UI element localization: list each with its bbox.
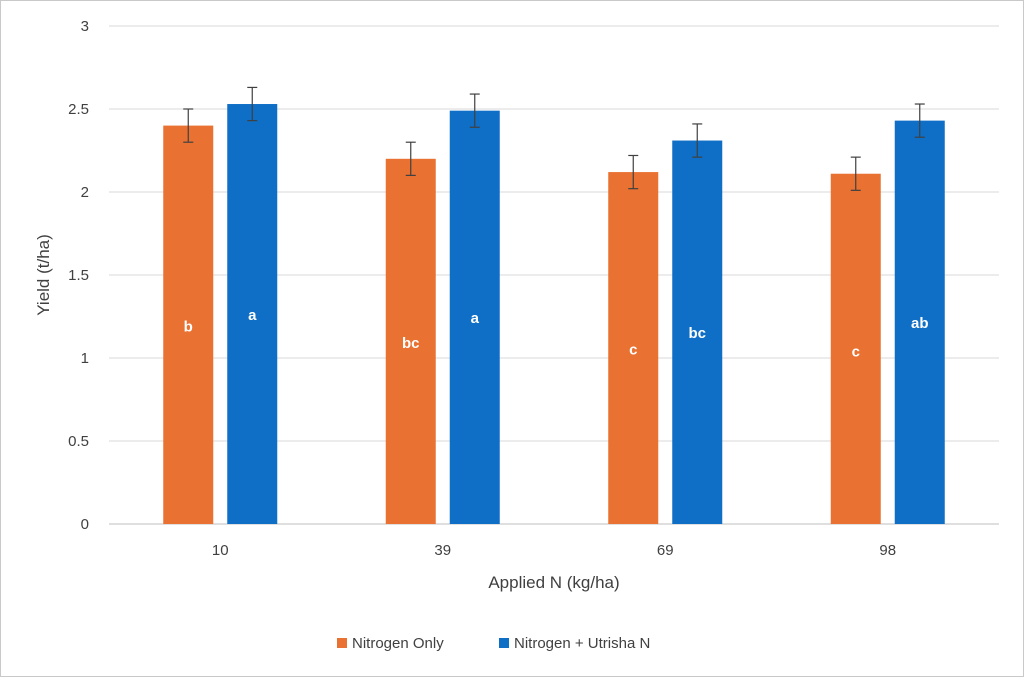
y-axis-title: Yield (t/ha)	[34, 234, 53, 316]
legend-swatch	[499, 638, 509, 648]
y-tick-label: 3	[81, 18, 89, 35]
bar-significance-label: bc	[688, 325, 706, 342]
bar-significance-label: c	[629, 342, 637, 359]
bar	[672, 140, 723, 525]
y-tick-label: 0.5	[68, 433, 89, 450]
x-axis-ticks: 10 39 69 98	[212, 542, 896, 559]
x-tick-label: 39	[434, 542, 451, 559]
bar	[163, 125, 214, 524]
y-tick-label: 0	[81, 516, 89, 533]
x-axis-title: Applied N (kg/ha)	[488, 573, 619, 592]
legend-swatch	[337, 638, 347, 648]
y-tick-label: 2	[81, 184, 89, 201]
legend-label: Nitrogen + Utrisha N	[514, 635, 650, 652]
y-axis-ticks: 0 0.5 1 1.5 2 2.5 3	[68, 18, 89, 533]
bar-significance-label: b	[184, 318, 193, 335]
bar-significance-label: bc	[402, 335, 420, 352]
y-tick-label: 1.5	[68, 267, 89, 284]
bar	[385, 158, 436, 525]
y-tick-label: 2.5	[68, 101, 89, 118]
bar-significance-label: ab	[911, 315, 929, 332]
x-tick-label: 10	[212, 542, 229, 559]
y-tick-label: 1	[81, 350, 89, 367]
bar-data-labels: b a bc a c bc c ab	[184, 307, 929, 361]
legend: Nitrogen Only Nitrogen + Utrisha N	[337, 635, 650, 652]
bar-significance-label: a	[248, 307, 257, 324]
x-tick-label: 98	[879, 542, 896, 559]
bar-significance-label: c	[852, 343, 860, 360]
legend-label: Nitrogen Only	[352, 635, 444, 652]
bars	[163, 104, 945, 525]
bar	[449, 110, 500, 524]
bar	[227, 104, 278, 525]
bar	[830, 173, 881, 525]
error-bars	[183, 86, 925, 191]
bar	[894, 120, 945, 525]
x-tick-label: 69	[657, 542, 674, 559]
bar	[608, 172, 659, 524]
bar-significance-label: a	[471, 310, 480, 327]
